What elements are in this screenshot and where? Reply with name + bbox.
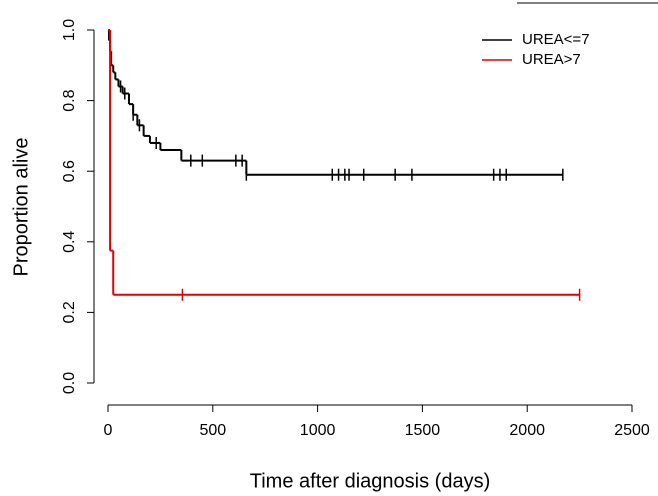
x-tick-label: 1000 [300,422,336,439]
y-tick-label: 0.4 [61,231,78,253]
y-tick-label: 0.8 [61,89,78,111]
y-tick-label: 0.2 [61,301,78,323]
y-tick-label: 0.0 [61,372,78,394]
legend-label: UREA>7 [522,51,581,68]
x-tick-label: 1500 [405,422,441,439]
x-tick-label: 2000 [509,422,545,439]
y-axis-label: Proportion alive [10,138,32,277]
legend-label: UREA<=7 [522,31,590,48]
x-tick-label: 0 [104,422,113,439]
x-tick-label: 2500 [614,422,650,439]
x-tick-label: 500 [199,422,226,439]
y-tick-label: 1.0 [61,19,78,41]
y-tick-label: 0.6 [61,160,78,182]
x-axis-label: Time after diagnosis (days) [250,470,490,492]
